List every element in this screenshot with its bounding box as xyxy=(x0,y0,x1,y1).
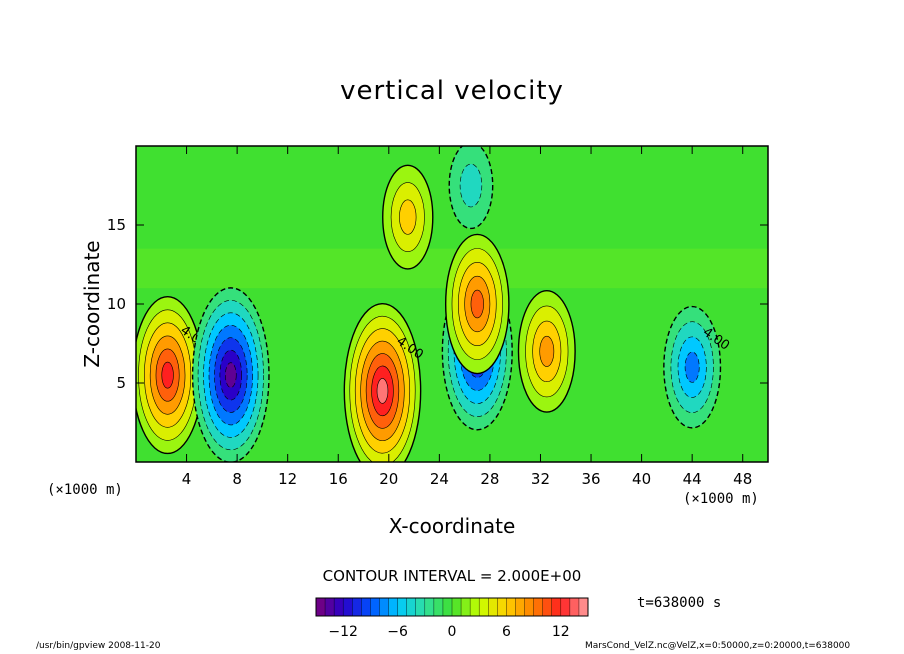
colorbar-swatch xyxy=(578,598,589,616)
colorbar-swatch xyxy=(316,598,326,616)
colorbar-swatch xyxy=(542,598,553,616)
downdraft-contour xyxy=(459,163,483,208)
colorbar-swatch xyxy=(433,598,444,616)
colorbar-swatch xyxy=(560,598,571,616)
colorbar-tick-label: 6 xyxy=(502,624,511,640)
x-tick-label: 20 xyxy=(379,470,398,488)
downdraft-6: 4.00 xyxy=(663,305,732,429)
velocity-field: 4.00 4.00 4.00 xyxy=(136,146,768,462)
colorbar-tick-label: 0 xyxy=(448,624,457,640)
colorbar-swatch xyxy=(524,598,534,616)
x-tick-label: 44 xyxy=(683,470,702,488)
updraft-contour xyxy=(470,289,484,319)
footer-right-text: MarsCond_VelZ.nc@VelZ,x=0:50000,z=0:2000… xyxy=(585,641,851,651)
updraft-contour xyxy=(399,199,417,235)
colorbar-swatch xyxy=(533,598,544,616)
colorbar-swatch xyxy=(424,598,435,616)
x-tick-label: 8 xyxy=(232,470,242,488)
updraft-5 xyxy=(517,290,576,413)
x-tick-label: 32 xyxy=(531,470,550,488)
y-axis-label: Z-coordinate xyxy=(80,240,104,368)
chart-title: vertical velocity xyxy=(340,76,564,106)
downdraft-8 xyxy=(448,146,494,230)
time-label: t=638000 s xyxy=(637,595,722,611)
colorbar-swatch xyxy=(361,598,371,616)
x-axis-label: X-coordinate xyxy=(388,514,516,538)
colorbar: −12 −6 0 6 12 xyxy=(315,597,589,640)
x-tick-label: 16 xyxy=(329,470,348,488)
colorbar-swatch xyxy=(506,598,516,616)
colorbar-swatch xyxy=(551,598,562,616)
colorbar-swatch xyxy=(397,598,408,616)
colorbar-swatch xyxy=(325,598,335,616)
colorbar-swatch xyxy=(352,598,362,616)
colorbar-swatch xyxy=(334,598,344,616)
updraft-contour xyxy=(539,335,555,367)
x-tick-label: 4 xyxy=(182,470,192,488)
downdraft-contour xyxy=(225,362,237,388)
x-tick-label: 24 xyxy=(430,470,449,488)
updraft-contour xyxy=(161,361,174,389)
colorbar-swatch xyxy=(379,598,389,616)
colorbar-swatch xyxy=(470,598,480,616)
x-tick-label: 12 xyxy=(278,470,297,488)
colorbar-swatch xyxy=(415,598,426,616)
colorbar-swatch xyxy=(388,598,398,616)
updraft-0: 4.00 xyxy=(136,296,210,455)
updraft-7 xyxy=(382,164,434,270)
colorbar-tick-label: −6 xyxy=(387,624,408,640)
colorbar-swatch xyxy=(406,598,417,616)
y-tick-label: 5 xyxy=(116,374,126,392)
colorbar-swatch xyxy=(452,598,462,616)
y-tick-label: 15 xyxy=(107,216,126,234)
updraft-contour xyxy=(376,378,389,404)
colorbar-swatch xyxy=(497,598,507,616)
x-unit-label-right: (×1000 m) xyxy=(683,491,759,507)
colorbar-swatch xyxy=(488,598,498,616)
colorbar-tick-label: −12 xyxy=(328,624,358,640)
x-tick-label: 48 xyxy=(733,470,752,488)
colorbar-swatch xyxy=(569,598,580,616)
colorbar-swatch xyxy=(370,598,380,616)
x-tick-label: 40 xyxy=(632,470,651,488)
x-unit-label-left: (×1000 m) xyxy=(47,482,123,498)
footer-left-text: /usr/bin/gpview 2008-11-20 xyxy=(36,641,161,651)
colorbar-swatch xyxy=(461,598,471,616)
colorbar-swatch xyxy=(442,598,453,616)
colorbar-swatch xyxy=(343,598,353,616)
colorbar-border xyxy=(315,597,589,617)
updraft-2: 4.00 xyxy=(343,303,426,462)
colorbar-swatch xyxy=(515,598,525,616)
y-tick-label: 10 xyxy=(107,295,126,313)
contour-interval-label: CONTOUR INTERVAL = 2.000E+00 xyxy=(322,567,582,585)
downdraft-contour xyxy=(684,351,700,383)
colorbar-tick-label: 12 xyxy=(552,624,570,640)
x-tick-label: 28 xyxy=(480,470,499,488)
colorbar-swatch xyxy=(479,598,489,616)
downdraft-1 xyxy=(191,287,270,462)
x-tick-label: 36 xyxy=(581,470,600,488)
updraft-4 xyxy=(444,233,510,375)
